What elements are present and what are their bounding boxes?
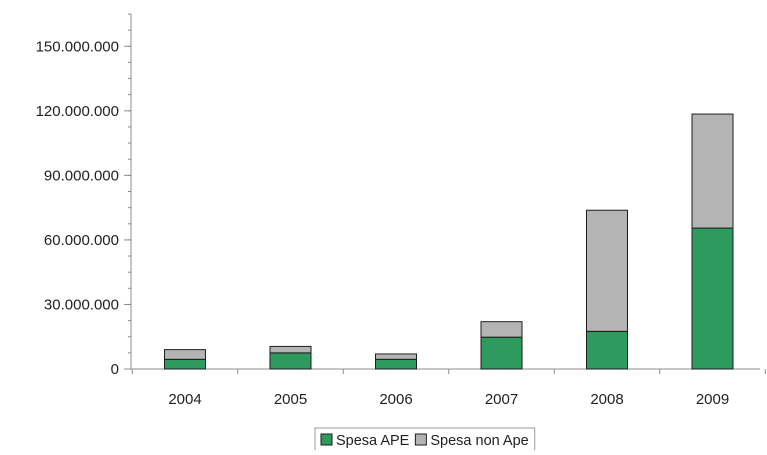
axes	[124, 13, 766, 374]
x-tick-labels: 2004 2005 2006 2007 2008 2009	[168, 391, 729, 408]
y-tick-label: 120.000.000	[36, 103, 119, 120]
y-tick-label: 60.000.000	[44, 232, 119, 249]
bar-segment-spesa-non-ape-2007	[480, 321, 523, 338]
bars	[164, 113, 734, 370]
bar-segment-spesa-ape-2008	[586, 330, 628, 370]
legend-label: Spesa non Ape	[430, 433, 528, 449]
x-tick-label: 2009	[696, 391, 729, 408]
legend-swatch	[414, 433, 427, 446]
x-tick-label: 2007	[485, 391, 518, 408]
bar-segment-spesa-non-ape-2005	[269, 345, 312, 354]
bar-segment-spesa-ape-2006	[375, 358, 417, 370]
bar-segment-spesa-ape-2004	[164, 358, 206, 370]
x-tick-label: 2006	[379, 391, 412, 408]
x-tick-label: 2008	[590, 391, 623, 408]
bar-segment-spesa-non-ape-2006	[375, 353, 417, 360]
bar-segment-spesa-non-ape-2004	[164, 349, 206, 360]
y-tick-labels: 0 30.000.000 60.000.000 90.000.000 120.000.0…	[36, 38, 119, 378]
x-tick-label: 2005	[274, 391, 307, 408]
bar-segment-spesa-non-ape-2009	[691, 113, 734, 229]
legend-item: Spesa non Ape	[414, 433, 529, 449]
bar-segment-spesa-ape-2007	[480, 336, 523, 370]
y-tick-label: 90.000.000	[44, 167, 119, 184]
bar-segment-spesa-ape-2005	[269, 352, 312, 370]
legend-swatch	[320, 433, 333, 446]
y-tick-label: 30.000.000	[44, 296, 119, 313]
legend-item: Spesa APE	[320, 433, 410, 449]
x-tick-label: 2004	[168, 391, 201, 408]
y-tick-label: 150.000.000	[36, 38, 119, 55]
y-tick-label: 0	[111, 361, 119, 378]
bar-segment-spesa-ape-2009	[691, 227, 734, 370]
bar-segment-spesa-non-ape-2008	[586, 209, 628, 332]
legend-label: Spesa APE	[336, 433, 410, 449]
legend: Spesa APE Spesa non Ape	[314, 427, 536, 453]
